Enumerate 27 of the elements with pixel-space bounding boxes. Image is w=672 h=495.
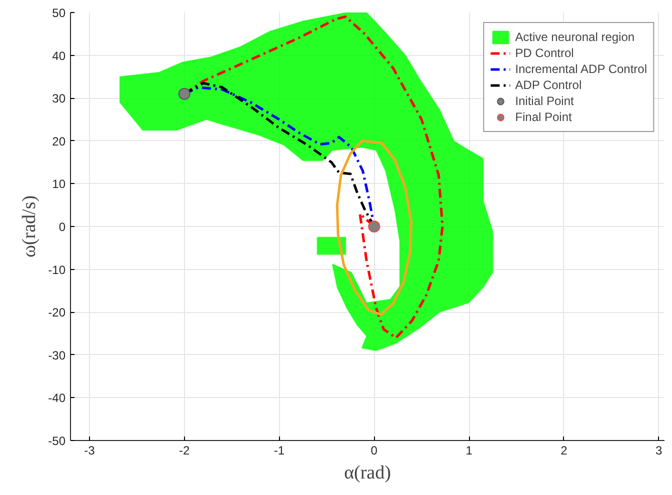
x-tick-label: -1 [274, 444, 285, 458]
y-tick-label: 10 [52, 177, 66, 192]
y-tick-label: -10 [48, 262, 66, 277]
x-tick-label: 2 [560, 444, 568, 458]
y-tick-label: -50 [48, 434, 66, 448]
y-tick-label: 0 [58, 220, 66, 234]
legend-label: Active neuronal region [515, 29, 635, 45]
legend-label: Final Point [515, 109, 572, 125]
y-tick-label: 40 [52, 48, 66, 63]
x-tick-label: -3 [84, 444, 96, 458]
x-tick-label: 1 [466, 444, 473, 458]
legend-label: PD Control [515, 45, 574, 61]
y-axis-title: ω(rad/s) [19, 195, 40, 258]
x-axis-title: α(rad) [344, 462, 391, 484]
y-tick-label: 50 [52, 6, 66, 20]
y-tick-label: -30 [48, 348, 66, 362]
line-series [336, 140, 412, 316]
x-tick-label: 0 [370, 444, 378, 458]
legend-label: ADP Control [515, 77, 582, 93]
y-tick-label: 30 [52, 92, 66, 106]
y-tick-label: -40 [48, 391, 66, 406]
y-tick-label: 20 [52, 134, 66, 148]
legend-label: Initial Point [515, 93, 574, 109]
x-tick-label: 3 [655, 444, 662, 458]
legend-label: Incremental ADP Control [515, 61, 647, 77]
x-tick-label: -2 [179, 444, 190, 458]
y-tick-label: -20 [48, 306, 66, 320]
